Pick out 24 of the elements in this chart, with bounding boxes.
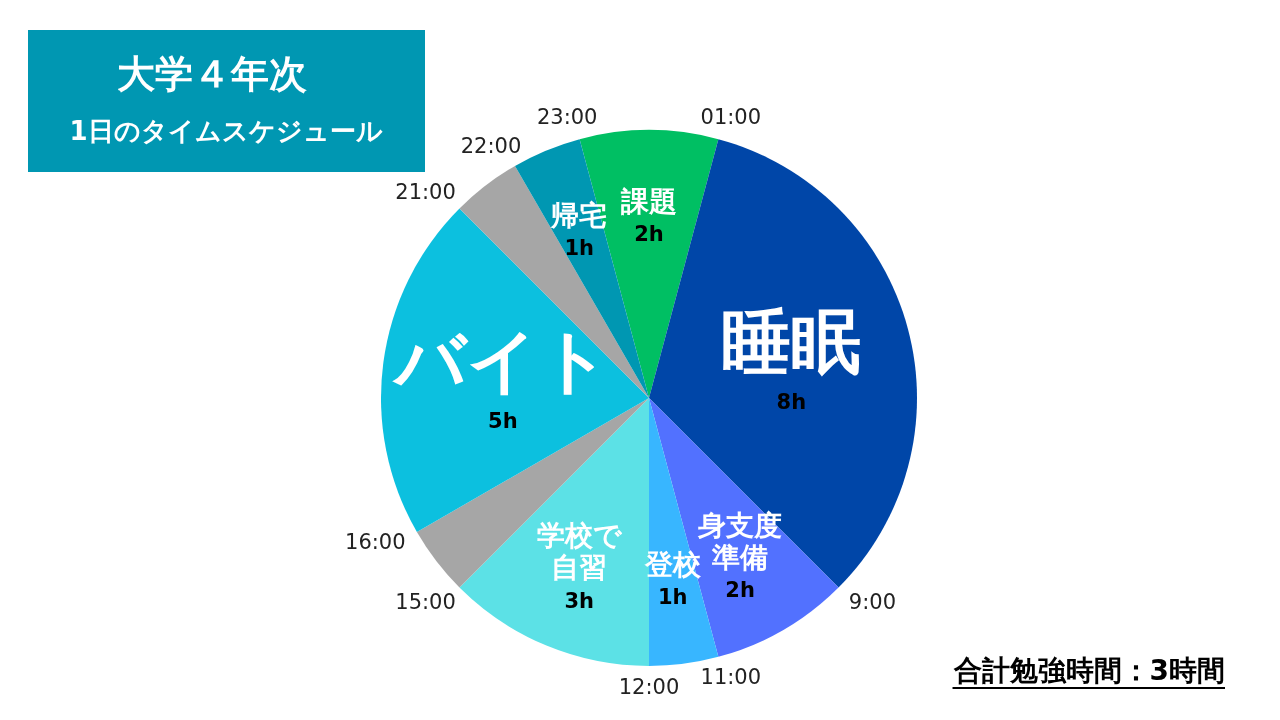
data-label: 1h [658, 584, 688, 609]
data-label: 3h [564, 588, 595, 613]
chart-subtitle: 1日のタイムスケジュール [69, 115, 383, 146]
text: 16:00 [345, 530, 406, 554]
text: 15:00 [395, 590, 456, 615]
text: 11:00 [700, 665, 762, 690]
text: 01:00 [700, 104, 762, 129]
text: 9:00 [848, 590, 897, 615]
data-label: 8h [776, 390, 807, 415]
slice-label: 帰宅 [550, 198, 608, 232]
text: 12:00 [618, 675, 680, 699]
text: 23:00 [536, 104, 598, 129]
text: 合計勉強時間：3時間 [952, 654, 1225, 687]
slice-label: 睡眠 [721, 300, 862, 383]
text: 22:00 [460, 133, 522, 158]
slice-label: 学校で自習 [536, 519, 623, 585]
data-label: 5h [488, 409, 518, 434]
data-label: 1h [564, 235, 595, 260]
slice-label: バイト [391, 319, 611, 402]
data-label: 2h [634, 221, 664, 246]
data-label: 2h [725, 578, 755, 603]
slice-label: 課題 [620, 184, 677, 218]
chart-title: 大学４年次 [117, 51, 307, 96]
text: 21:00 [395, 179, 456, 204]
